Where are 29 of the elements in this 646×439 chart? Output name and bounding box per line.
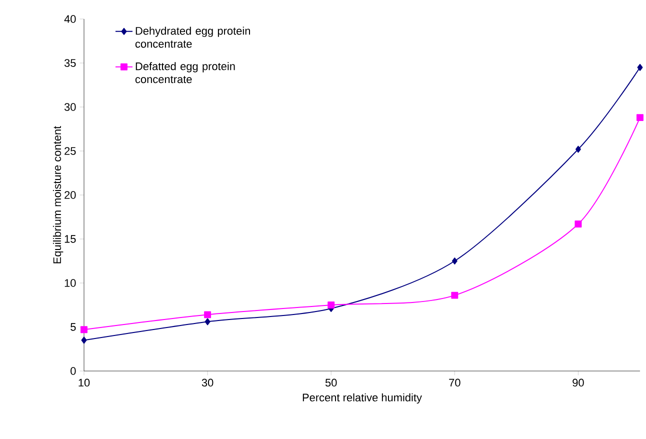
y-tick-label: 15 (64, 235, 76, 243)
point (574, 220, 582, 228)
legend-label: Dehydrated egg protein concentrate (135, 26, 250, 48)
point (452, 258, 458, 264)
point (637, 64, 643, 71)
point (204, 311, 212, 318)
point (204, 318, 210, 326)
point (81, 336, 87, 344)
y-tick-label: 5 (70, 323, 76, 331)
point (328, 302, 335, 308)
point (575, 146, 581, 153)
x-tick-label: 10 (78, 378, 90, 387)
x-tick-label: 50 (325, 378, 337, 387)
y-tick-label: 35 (64, 59, 76, 67)
x-tick-label: 90 (572, 378, 584, 387)
legend-label: Defatted egg protein concentrate (135, 62, 235, 84)
x-axis-title: Percent relative humidity (302, 393, 422, 404)
point (80, 326, 88, 334)
y-tick-label: 25 (64, 147, 76, 155)
x-tick-label: 70 (449, 378, 460, 387)
y-tick-label: 30 (64, 103, 76, 111)
y-tick-label: 20 (64, 191, 76, 199)
y-axis-title: Equilibrium moisture content (52, 126, 64, 264)
point (451, 292, 458, 299)
x-tick-label: 30 (202, 378, 214, 387)
y-tick-label: 10 (64, 279, 76, 287)
y-tick-label: 40 (64, 15, 76, 23)
point (636, 114, 644, 122)
y-tick-label: 0 (70, 367, 76, 375)
